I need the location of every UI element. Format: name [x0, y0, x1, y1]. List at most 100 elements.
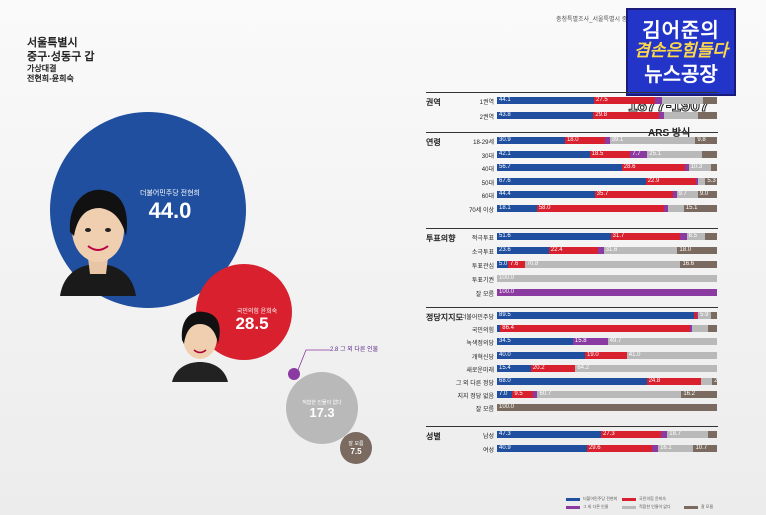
bar-segment: 7.0: [497, 391, 513, 399]
segment-value-label: 7.6: [510, 261, 519, 267]
bar-segment: 2.2: [712, 378, 717, 385]
legend-item: 더불어민주당 전현희: [566, 496, 617, 502]
stacked-bar: 89.5 5.9: [497, 312, 717, 319]
row-label: 투표기권: [471, 278, 494, 284]
bubble-ppp-label: 국민의힘 윤희숙: [236, 309, 278, 315]
segment-value-label: 24.8: [648, 378, 661, 384]
segment-value-label: 5.3: [707, 177, 716, 184]
segment-value-label: 64.2: [577, 364, 589, 371]
row-label: 70세 이상: [469, 207, 494, 214]
bar-segment: 29.8: [593, 112, 659, 119]
segment-value-label: 22.4: [550, 247, 563, 253]
segment-value-label: 7.7: [632, 150, 641, 157]
segment-value-label: 20.2: [532, 364, 545, 371]
stacked-bar: 86.4: [497, 325, 717, 333]
bar-segment: [533, 391, 538, 399]
segment-value-label: 29.8: [595, 112, 608, 118]
bar-segment: [673, 191, 677, 198]
segment-value-label: 70.8: [526, 261, 539, 267]
bar-segment: [691, 325, 708, 333]
segment-value-label: 27.5: [596, 97, 608, 103]
bar-segment: 5.9: [698, 312, 712, 319]
segment-value-label: 7.0: [499, 391, 508, 398]
row-label: 50대: [481, 180, 494, 187]
section-divider: [426, 307, 718, 308]
segment-value-label: 9.5: [514, 391, 523, 398]
bar-segment: [693, 312, 697, 319]
stacked-bar: 34.5 15.8 49.7: [497, 338, 717, 346]
bar-segment: 10.3: [688, 164, 712, 171]
row-label: 40대: [481, 167, 494, 173]
segment-value-label: 43.8: [499, 112, 511, 118]
row-label: 1권역: [479, 100, 494, 106]
segment-value-label: 9.0: [699, 191, 709, 197]
stacked-bar: 40.9 29.6 16.1 10.7: [497, 445, 717, 452]
bar-segment: 40.9: [497, 445, 587, 452]
section-title: 투표의향: [426, 234, 456, 243]
segment-value-label: 18.0: [566, 137, 579, 143]
bar-segment: [698, 177, 706, 185]
bar-segment: 29.6: [586, 445, 652, 452]
candidate-photo-dem: [48, 170, 148, 301]
segment-value-label: 9.7: [678, 191, 687, 197]
stacked-bar: 42.1 18.5 7.7 25.1: [497, 150, 717, 158]
segment-value-label: 23.6: [499, 247, 511, 253]
row-label: 2권역: [479, 115, 494, 121]
section-divider: [426, 426, 718, 427]
segment-value-label: 100.0: [499, 275, 515, 281]
legend-swatch-none: [622, 505, 636, 509]
segment-value-label: 89.5: [499, 312, 511, 318]
row-label: 소극투표: [471, 250, 494, 256]
segment-value-label: 47.3: [499, 431, 511, 437]
segment-value-label: 19.0: [587, 351, 599, 358]
logo-line1: 김어준의: [642, 20, 720, 42]
bubble-dk: [340, 432, 372, 464]
bar-segment: 43.8: [497, 112, 594, 119]
candidate-photo-ppp: [168, 300, 232, 387]
bar-segment: 15.4: [497, 364, 531, 372]
segment-value-label: 100.0: [499, 289, 515, 295]
bar-segment: 22.9: [645, 177, 697, 185]
segment-value-label: 30.9: [499, 137, 511, 143]
stacked-bar: 44.4 35.7 9.7 9.0: [497, 191, 717, 198]
bar-segment: 47.3: [497, 431, 602, 438]
bar-segment: 23.6: [497, 247, 549, 254]
section-title: 권역: [426, 98, 441, 107]
segment-value-label: 10.7: [695, 445, 708, 451]
stacked-bar: 5.0 7.6 70.8 16.6: [497, 261, 717, 268]
segment-value-label: 2.2: [714, 378, 717, 384]
section-title: 정당지지도: [426, 313, 463, 322]
segment-value-label: 16.2: [683, 391, 696, 398]
bubble-none-label: 적합한 인물이 없다: [302, 400, 342, 406]
bar-segment: 28.6: [621, 164, 685, 171]
bar-segment: 44.1: [497, 97, 595, 104]
bar-segment: 58.0: [536, 204, 665, 212]
segment-value-label: 31.7: [612, 233, 625, 239]
legend-item: 국민의힘 윤희숙: [622, 496, 666, 502]
bar-segment: 20.2: [530, 364, 576, 372]
segment-value-label: 40.0: [499, 351, 511, 358]
stacked-bar: 15.4 20.2 64.2: [497, 364, 717, 372]
bubble-dk-value: 7.5: [350, 447, 362, 456]
bar-segment: 16.6: [680, 261, 717, 268]
legend-item: 그 외 다른 인물: [566, 504, 608, 510]
stacked-bar: 18.1 58.0 15.1: [497, 204, 717, 212]
segment-value-label: 9.8: [697, 137, 706, 143]
segment-value-label: 18.0: [679, 247, 692, 253]
row-label: 남성: [482, 434, 494, 440]
bar-segment: 68.0: [497, 378, 647, 385]
header-district: 중구·성동구 갑: [27, 51, 95, 63]
segment-value-label: 60.7: [539, 391, 552, 398]
bar-segment: 100.0: [497, 275, 717, 282]
segment-value-label: 86.4: [502, 325, 514, 332]
source-label: 충청특별조사_서울특별시 중: [556, 17, 628, 23]
segment-value-label: 25.1: [649, 150, 661, 157]
bar-segment: [696, 312, 699, 319]
bar-segment: 9.0: [697, 191, 717, 198]
bar-segment: [711, 164, 717, 171]
segment-value-label: 51.6: [499, 233, 511, 239]
bar-segment: [696, 177, 699, 185]
stacked-bar: 67.6 22.9 5.3: [497, 177, 717, 185]
segment-value-label: 39.1: [611, 137, 624, 143]
bar-segment: 42.1: [497, 150, 590, 158]
